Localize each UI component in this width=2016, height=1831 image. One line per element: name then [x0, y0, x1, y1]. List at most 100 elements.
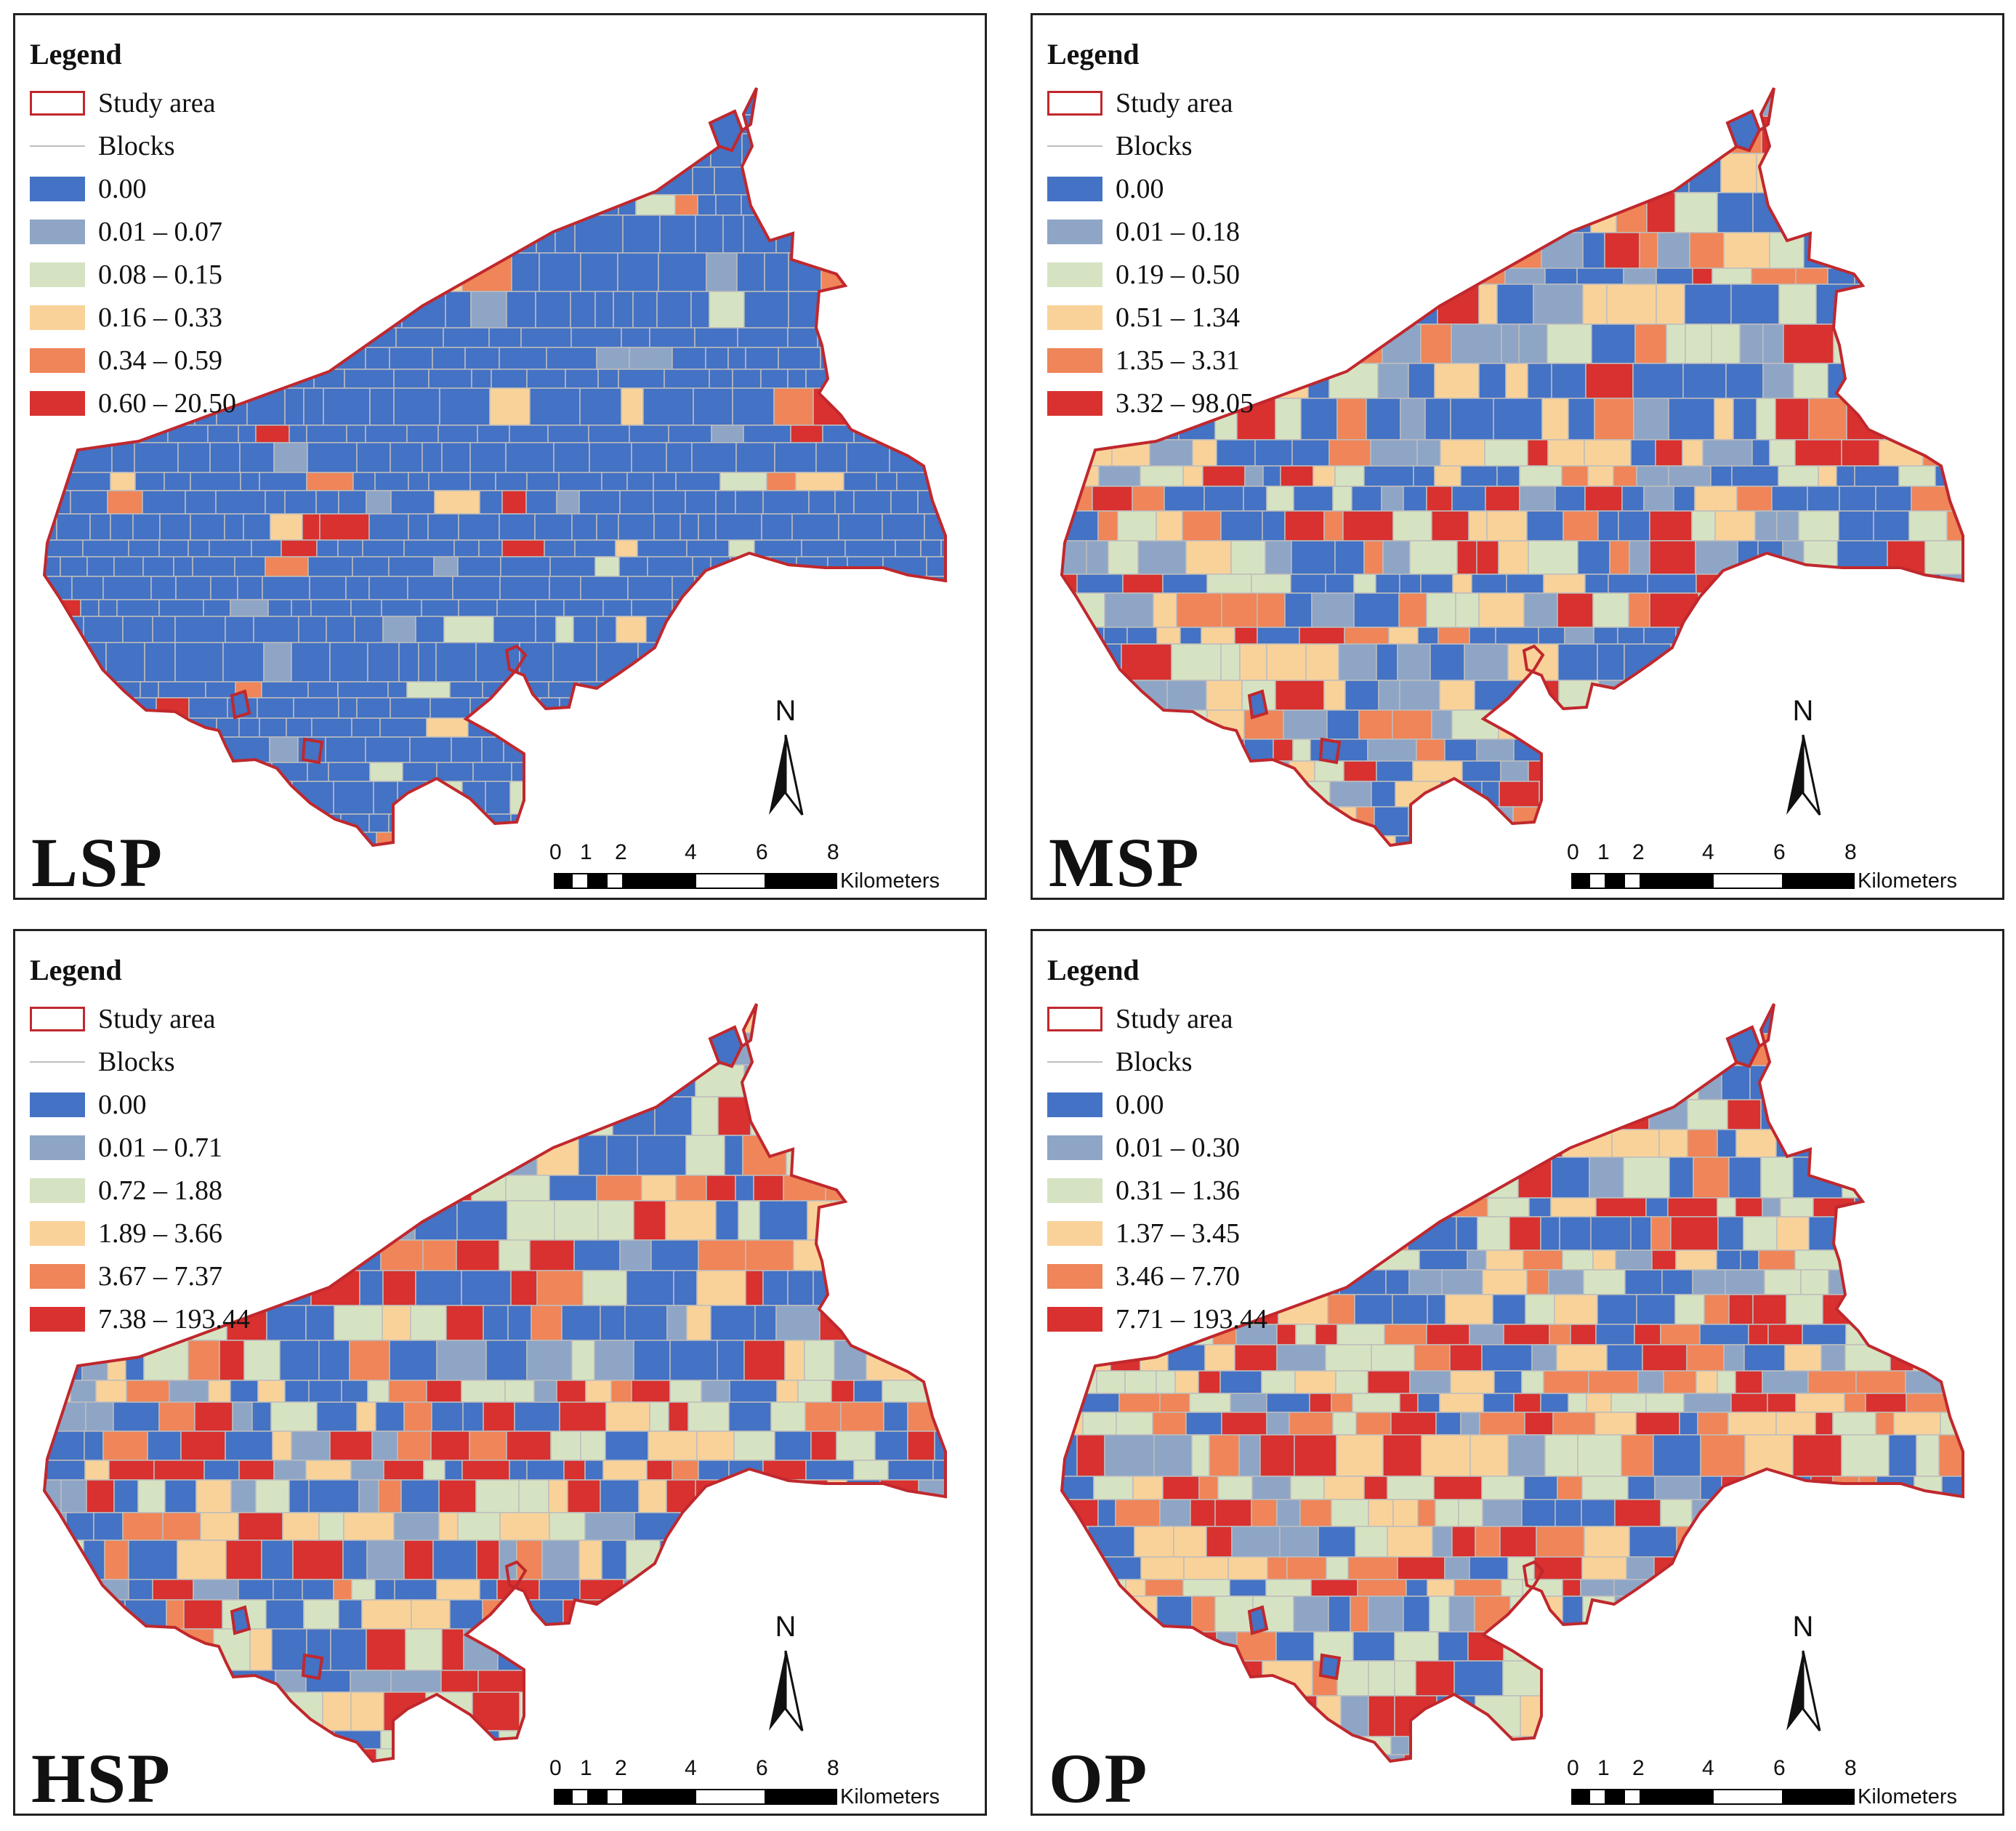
block-cell — [695, 1064, 745, 1098]
block-cell — [403, 1401, 432, 1432]
block-cell — [1562, 1249, 1594, 1271]
block-cell — [93, 1512, 124, 1541]
block-cell — [1874, 1324, 1911, 1345]
block-cell — [695, 717, 727, 738]
block-cell — [1347, 1556, 1398, 1580]
block-cell — [709, 369, 733, 389]
block-cell — [1527, 439, 1549, 467]
block-cell — [1363, 283, 1382, 325]
block-cell — [1294, 1434, 1337, 1477]
block-cell — [583, 133, 610, 168]
block-cell — [1417, 627, 1439, 645]
block-cell — [641, 1004, 693, 1034]
block-cell — [646, 1460, 673, 1481]
block-cell — [509, 424, 549, 443]
block-cell — [775, 1305, 820, 1341]
block-cell — [1202, 465, 1246, 487]
block-cell — [502, 194, 530, 216]
block-cell — [695, 1730, 734, 1750]
block-cell — [445, 291, 472, 329]
block-cell — [1118, 1695, 1141, 1737]
block-cell — [923, 1064, 945, 1098]
block-cell — [1841, 1434, 1890, 1477]
block-cell — [1549, 1324, 1571, 1345]
block-cell — [1185, 1631, 1217, 1662]
block-cell — [1467, 153, 1493, 193]
block-cell — [379, 717, 427, 738]
block-cell — [44, 1670, 56, 1693]
block-cell — [44, 697, 78, 719]
block-cell — [1688, 153, 1722, 193]
block-cell — [1286, 1065, 1318, 1100]
block-cell — [1426, 592, 1456, 628]
block-cell — [1481, 1344, 1533, 1372]
block-cell — [1839, 486, 1876, 512]
block-cell — [1939, 1269, 1963, 1295]
block-cell — [1956, 1294, 1963, 1325]
block-cell — [691, 1004, 736, 1034]
block-cell — [1673, 486, 1696, 512]
block-cell — [931, 717, 945, 738]
legend-class-3: 0.16 – 0.33 — [30, 296, 236, 339]
block-cell — [166, 832, 198, 845]
block-cell — [1336, 1660, 1369, 1697]
block-cell — [546, 1691, 593, 1731]
block-cell — [871, 1730, 923, 1750]
block-cell — [735, 1175, 754, 1202]
block-cell — [1929, 1294, 1958, 1325]
block-cell — [44, 424, 86, 443]
block-cell — [1286, 1556, 1327, 1580]
block-cell — [826, 1064, 844, 1098]
block-cell — [616, 681, 662, 699]
block-cell — [44, 1599, 81, 1630]
block-cell — [483, 1748, 522, 1761]
block-cell — [840, 114, 882, 134]
block-cell — [605, 1430, 649, 1461]
block-cell — [284, 1380, 310, 1403]
scale-segment — [1571, 1789, 1589, 1805]
block-cell — [539, 1579, 581, 1601]
legend-item-blocks: Blocks — [30, 1040, 250, 1083]
class-swatch — [1047, 1220, 1102, 1246]
block-cell — [1933, 232, 1953, 269]
block-cell — [754, 1305, 777, 1341]
block-cell — [453, 1064, 504, 1098]
block-cell — [1434, 465, 1461, 487]
block-cell — [1062, 1695, 1102, 1737]
block-cell — [1823, 192, 1843, 233]
block-cell — [44, 736, 55, 763]
block-cell — [659, 214, 696, 254]
block-cell — [111, 442, 135, 473]
block-cell — [1156, 627, 1181, 645]
block-cell — [1799, 643, 1842, 681]
block-cell — [680, 513, 699, 541]
block-cell — [1471, 574, 1507, 594]
block-cell — [1394, 192, 1430, 233]
scale-tick: 2 — [615, 840, 627, 864]
block-cell — [80, 599, 100, 617]
legend-label: Blocks — [98, 1046, 175, 1077]
legend-class-label: 0.00 — [98, 1089, 147, 1120]
block-cell — [451, 133, 477, 168]
block-cell — [1731, 465, 1779, 487]
block-cell — [334, 1305, 383, 1341]
block-cell — [1770, 1556, 1807, 1580]
block-cell — [1363, 465, 1414, 487]
block-cell — [698, 513, 717, 541]
block-cell — [1132, 1476, 1164, 1500]
block-cell — [430, 697, 471, 719]
block-cell — [1906, 709, 1930, 740]
block-cell — [1916, 1216, 1946, 1251]
block-cell — [297, 1748, 331, 1761]
block-cell — [874, 1064, 905, 1098]
block-cell — [1469, 1434, 1509, 1477]
block-cell — [334, 1175, 381, 1202]
block-cell — [1513, 1754, 1548, 1761]
block-cell — [650, 1239, 699, 1271]
block-cell — [361, 1599, 412, 1630]
choropleth-map — [42, 1003, 947, 1763]
block-cell — [1900, 1579, 1934, 1597]
block-cell — [1390, 1736, 1410, 1755]
block-cell — [1758, 1249, 1796, 1271]
block-cell — [1760, 1156, 1794, 1199]
